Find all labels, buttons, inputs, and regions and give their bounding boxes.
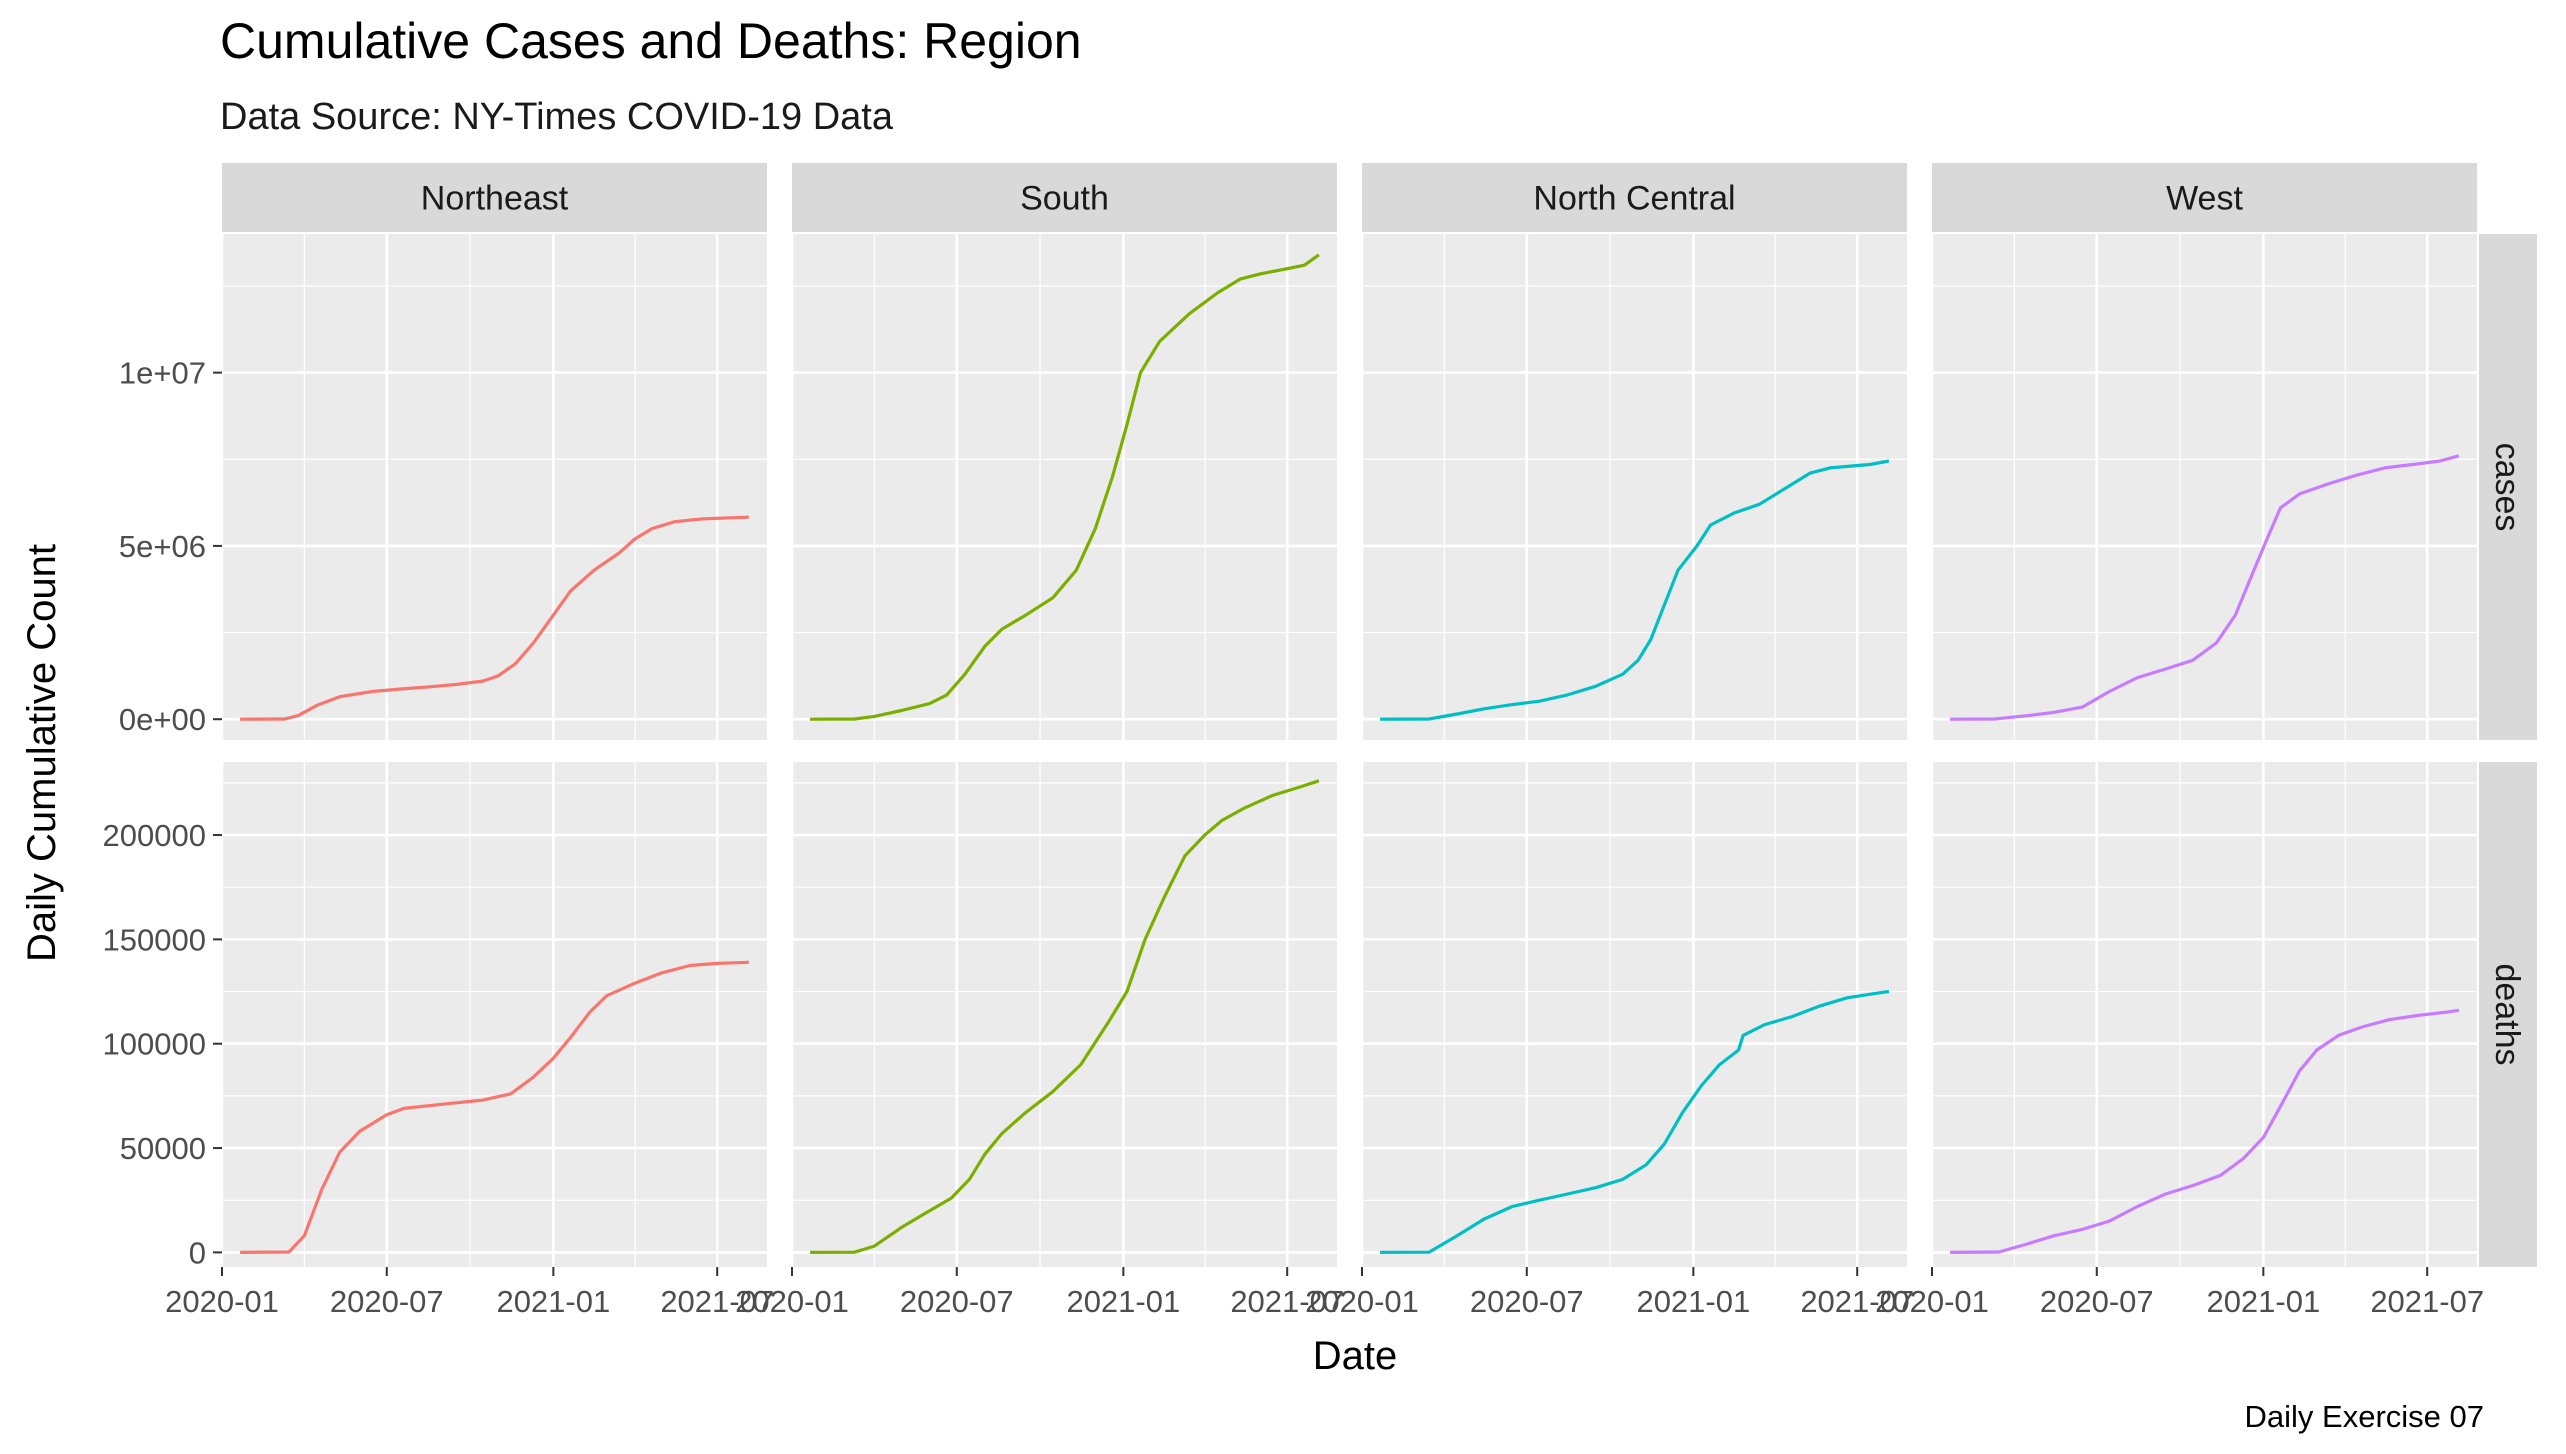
facet-row-strip: [2479, 234, 2537, 740]
x-tick-label: 2020-07: [2040, 1284, 2154, 1319]
y-axis-label: Daily Cumulative Count: [20, 544, 64, 962]
y-tick-label: 150000: [103, 922, 206, 957]
facet-row-strip-label: cases: [2488, 443, 2526, 532]
x-tick-label: 2021-01: [1636, 1284, 1750, 1319]
panel-background: [1362, 234, 1907, 740]
facet-strip-label: West: [2166, 180, 2243, 218]
panel-background: [1932, 234, 2477, 740]
x-tick-label: 2021-01: [1066, 1284, 1180, 1319]
series-line-south-deaths: [810, 779, 1320, 1254]
series-line-west-deaths: [1950, 1008, 2460, 1254]
facet-strip-label: North Central: [1533, 180, 1735, 218]
panel-background: [222, 234, 767, 740]
chart-title: Cumulative Cases and Deaths: Region: [220, 13, 1082, 69]
series-line-south-cases: [810, 253, 1320, 721]
series-line-west-cases: [1950, 454, 2460, 721]
facet-strip: [792, 163, 1337, 232]
x-tick-label: 2021-01: [2206, 1284, 2320, 1319]
panel-background: [792, 762, 1337, 1267]
x-tick-label: 2021-07: [1230, 1284, 1344, 1319]
y-tick-label: 5e+06: [119, 529, 206, 564]
panel-background: [1362, 762, 1907, 1267]
x-tick-label: 2020-01: [1305, 1284, 1419, 1319]
x-tick-label: 2020-07: [1470, 1284, 1584, 1319]
panel-background: [792, 234, 1337, 740]
panel-background: [1932, 762, 2477, 1267]
x-tick-label: 2020-01: [165, 1284, 279, 1319]
x-axis-label: Date: [1313, 1334, 1398, 1378]
x-tick-label: 2020-07: [900, 1284, 1014, 1319]
facet-strip-label: South: [1020, 180, 1109, 218]
y-tick-label: 50000: [120, 1131, 206, 1166]
x-tick-label: 2021-01: [496, 1284, 610, 1319]
x-tick-label: 2020-07: [330, 1284, 444, 1319]
x-tick-label: 2021-07: [2370, 1284, 2484, 1319]
y-tick-label: 1e+07: [119, 356, 206, 391]
facet-strip: [1362, 163, 1907, 232]
y-tick-label: 0: [189, 1235, 206, 1270]
series-line-north-central-deaths: [1380, 989, 1890, 1254]
facet-panels: Northeast South North Central West cases deat…: [103, 163, 2537, 1319]
x-tick-label: 2021-07: [660, 1284, 774, 1319]
series-line-northeast-cases: [240, 515, 749, 721]
chart-caption: Daily Exercise 07: [2245, 1399, 2484, 1434]
x-tick-label: 2020-01: [735, 1284, 849, 1319]
y-tick-label: 0e+00: [119, 702, 206, 737]
series-line-north-central-cases: [1380, 459, 1890, 721]
facet-strip: [1932, 163, 2477, 232]
panel-background: [222, 762, 767, 1267]
facet-strip-label: Northeast: [421, 180, 569, 218]
facet-strip: [222, 163, 767, 232]
facet-row-strip-label: deaths: [2488, 963, 2526, 1065]
y-tick-label: 200000: [103, 818, 206, 853]
chart-subtitle: Data Source: NY-Times COVID-19 Data: [220, 96, 894, 138]
x-tick-label: 2020-01: [1875, 1284, 1989, 1319]
facet-row-strip: [2479, 762, 2537, 1267]
y-tick-label: 100000: [103, 1027, 206, 1062]
series-line-northeast-deaths: [240, 960, 749, 1254]
x-tick-label: 2021-07: [1800, 1284, 1914, 1319]
